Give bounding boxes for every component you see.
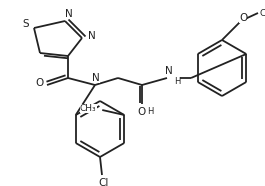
Text: N: N [92,73,100,83]
Text: O: O [138,107,146,117]
Text: O: O [239,13,247,23]
Text: Cl: Cl [99,178,109,186]
Text: N: N [165,66,173,76]
Text: N: N [65,9,73,19]
Text: H: H [174,76,180,86]
Text: N: N [88,31,96,41]
Text: H: H [147,108,153,116]
Text: O: O [35,78,43,88]
Text: S: S [23,19,29,29]
Text: CH₃: CH₃ [260,9,265,17]
Text: CH₃: CH₃ [80,103,96,113]
